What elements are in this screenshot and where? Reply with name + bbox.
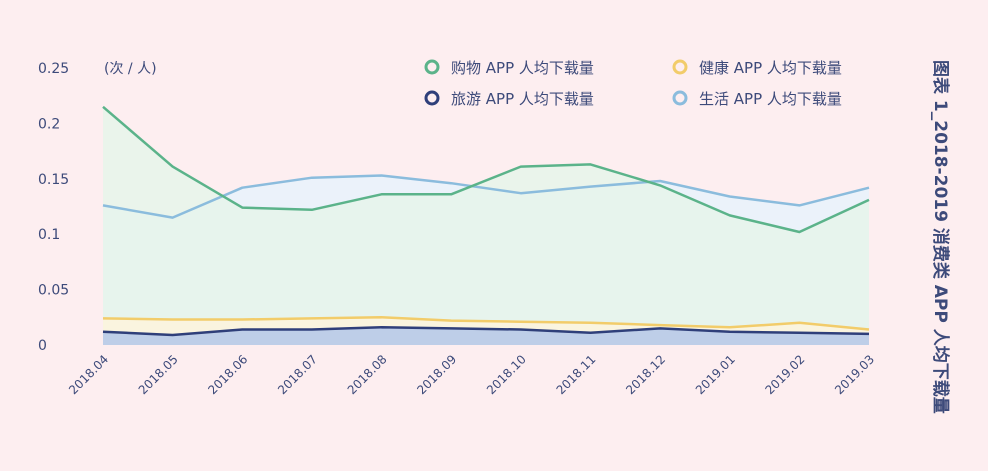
line-layer [102, 105, 870, 337]
line-series-0 [102, 174, 870, 219]
legend-marker [672, 59, 688, 75]
y-tick-label: 0.05 [38, 283, 69, 299]
y-unit-label: (次 / 人) [104, 61, 157, 77]
y-tick-label: 0.25 [38, 61, 69, 77]
x-tick-label: 2019.03 [832, 352, 877, 397]
y-tick-label: 0 [38, 338, 47, 354]
legend-marker [424, 59, 440, 75]
x-tick-label: 2018.06 [205, 352, 250, 397]
area-layer [103, 106, 869, 345]
y-axis: 0 0.05 0.1 0.15 0.2 0.25 [38, 61, 69, 354]
x-tick-label: 2018.04 [66, 352, 111, 397]
area-series-1 [103, 106, 869, 345]
line-series-2 [102, 316, 870, 331]
x-tick-label: 2019.02 [762, 352, 807, 397]
y-tick-label: 0.2 [38, 116, 60, 132]
y-tick-label: 0.1 [38, 227, 60, 243]
x-axis: 2018.04 2018.05 2018.06 2018.07 2018.08 2018.… [66, 352, 877, 397]
legend-label: 健康 APP 人均下载量 [699, 59, 842, 77]
legend-label: 生活 APP 人均下载量 [699, 90, 842, 108]
legend-marker [424, 90, 440, 106]
x-tick-label: 2018.09 [414, 352, 459, 397]
x-tick-label: 2018.05 [136, 352, 181, 397]
x-tick-label: 2018.08 [345, 352, 390, 397]
x-tick-label: 2018.11 [554, 352, 599, 397]
x-tick-label: 2019.01 [693, 352, 738, 397]
x-tick-label: 2018.07 [275, 352, 320, 397]
legend-label: 旅游 APP 人均下载量 [451, 90, 594, 108]
legend-label: 购物 APP 人均下载量 [451, 59, 594, 77]
chart-title: 图表 1_2018-2019 消费类 APP 人均下载量 [930, 60, 951, 414]
x-tick-label: 2018.10 [484, 352, 529, 397]
area-series-3 [103, 327, 869, 345]
x-tick-label: 2018.12 [623, 352, 668, 397]
legend-marker [672, 90, 688, 106]
line-series-1 [102, 105, 870, 234]
line-series-3 [102, 326, 870, 337]
y-tick-label: 0.15 [38, 172, 69, 188]
